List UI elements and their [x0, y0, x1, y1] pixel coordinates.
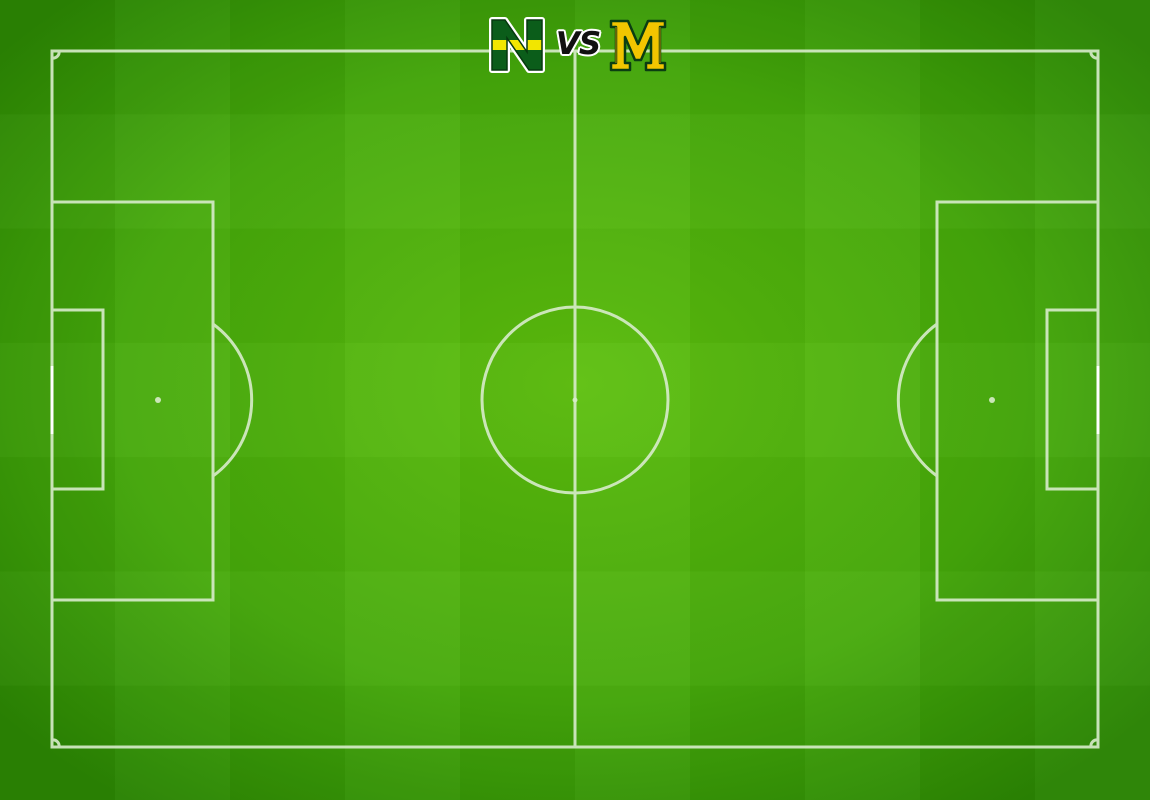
left-penalty-arc	[212, 322, 254, 478]
left-penalty-spot	[155, 397, 161, 403]
corner-arc-top-left	[51, 50, 61, 60]
versus-label: VS	[555, 26, 601, 62]
team-n-logo-icon	[488, 14, 546, 76]
corner-arc-bottom-left	[51, 738, 61, 748]
right-penalty-arc	[896, 322, 938, 478]
matchup-header: VS	[488, 14, 668, 76]
center-spot	[572, 397, 578, 403]
team-m-logo-icon	[608, 14, 668, 76]
corner-arc-top-right	[1089, 50, 1099, 60]
right-penalty-spot	[989, 397, 995, 403]
center-circle	[480, 305, 670, 495]
corner-arc-bottom-right	[1089, 738, 1099, 748]
